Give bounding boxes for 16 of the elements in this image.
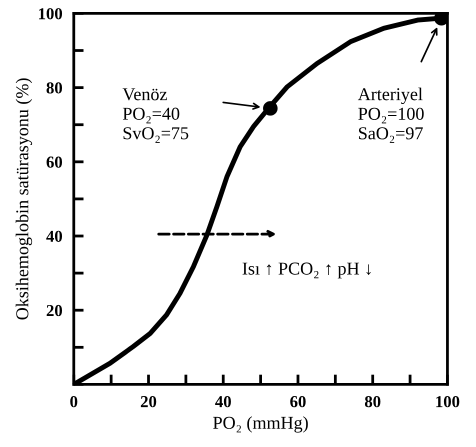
x-tick-label: 80: [364, 396, 380, 408]
x-tick-label: 20: [140, 396, 156, 408]
x-axis-title: PO₂ (mmHg): [213, 416, 308, 433]
y-tick-label: 40: [46, 230, 62, 242]
y-tick-label: 60: [46, 156, 62, 168]
y-tick-label: 80: [46, 82, 62, 94]
annotation: Venöz PO₂=40 SvO₂=75: [122, 88, 188, 143]
x-tick-label: 40: [215, 396, 231, 408]
annotation: Isı ↑ PCO₂ ↑ pH ↓: [242, 262, 371, 278]
annotation: Arteriyel PO₂=100 SaO₂=97: [358, 88, 424, 143]
x-tick-label: 0: [70, 396, 78, 408]
x-tick-label: 60: [290, 396, 306, 408]
x-tick-label: 100: [436, 396, 460, 408]
y-axis-title: Oksihemoglobin satürasyonu (%): [16, 78, 32, 320]
y-tick-label: 100: [39, 8, 62, 20]
y-tick-label: 20: [46, 304, 62, 316]
